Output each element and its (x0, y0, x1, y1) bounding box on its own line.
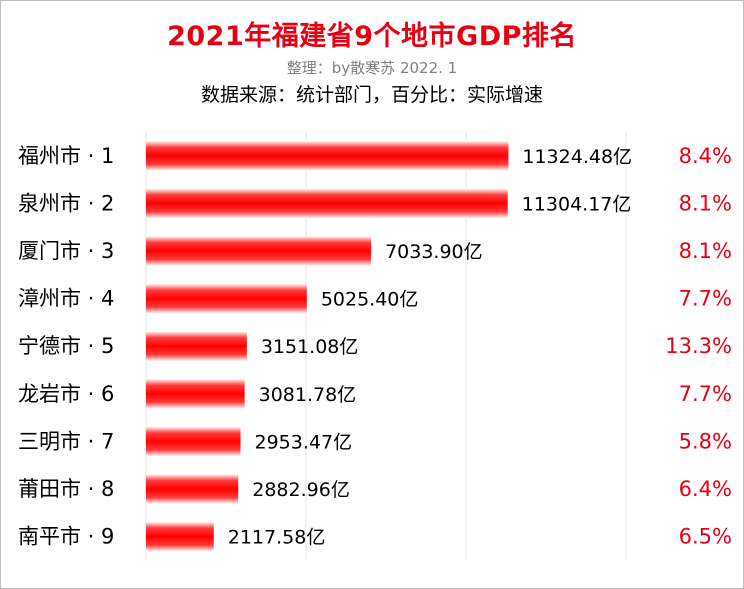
growth-rate-label: 7.7% (679, 382, 732, 406)
value-label: 3151.08亿 (261, 336, 359, 358)
chart-subtitle: 整理：by散寒苏 2022. 1 (286, 59, 458, 77)
growth-rate-label: 8.1% (679, 191, 732, 215)
growth-rate-label: 6.5% (679, 525, 732, 549)
growth-rate-label: 6.4% (679, 477, 732, 501)
bar (146, 521, 214, 552)
value-label: 11304.17亿 (522, 193, 632, 215)
value-label: 2953.47亿 (255, 431, 353, 453)
bar (146, 474, 239, 504)
growth-rate-label: 8.4% (679, 144, 732, 168)
data-source-note: 数据来源：统计部门，百分比：实际增速 (200, 84, 543, 106)
value-label: 2117.58亿 (228, 527, 326, 549)
category-label: 福州市 · 1 (18, 144, 114, 168)
category-label: 漳州市 · 4 (18, 287, 114, 311)
labels: 福州市 · 1 11324.48亿 8.4% 泉州市 · 2 11304.17亿 8.1%… (18, 144, 732, 549)
value-label: 5025.40亿 (321, 289, 419, 311)
bar (146, 283, 307, 314)
category-label: 厦门市 · 3 (18, 239, 114, 263)
category-label: 泉州市 · 2 (18, 191, 114, 215)
category-label: 三明市 · 7 (18, 429, 114, 453)
bar (146, 331, 247, 362)
growth-rate-label: 8.1% (679, 239, 732, 263)
value-label: 2882.96亿 (252, 479, 350, 501)
value-label: 3081.78亿 (259, 384, 357, 406)
growth-rate-label: 13.3% (665, 334, 732, 358)
category-label: 南平市 · 9 (18, 525, 114, 549)
bar (146, 140, 509, 171)
bar (146, 378, 245, 409)
growth-rate-label: 7.7% (679, 287, 732, 311)
category-label: 龙岩市 · 6 (18, 382, 114, 406)
bar (146, 188, 508, 219)
category-label: 宁德市 · 5 (18, 334, 114, 358)
value-label: 11324.48亿 (522, 146, 632, 168)
bar (146, 426, 241, 457)
category-label: 莆田市 · 8 (18, 477, 114, 501)
bar (146, 236, 372, 266)
growth-rate-label: 5.8% (679, 429, 732, 453)
bars (146, 140, 509, 552)
value-label: 7033.90亿 (385, 241, 483, 263)
chart-title: 2021年福建省9个地市GDP排名 (167, 21, 577, 52)
